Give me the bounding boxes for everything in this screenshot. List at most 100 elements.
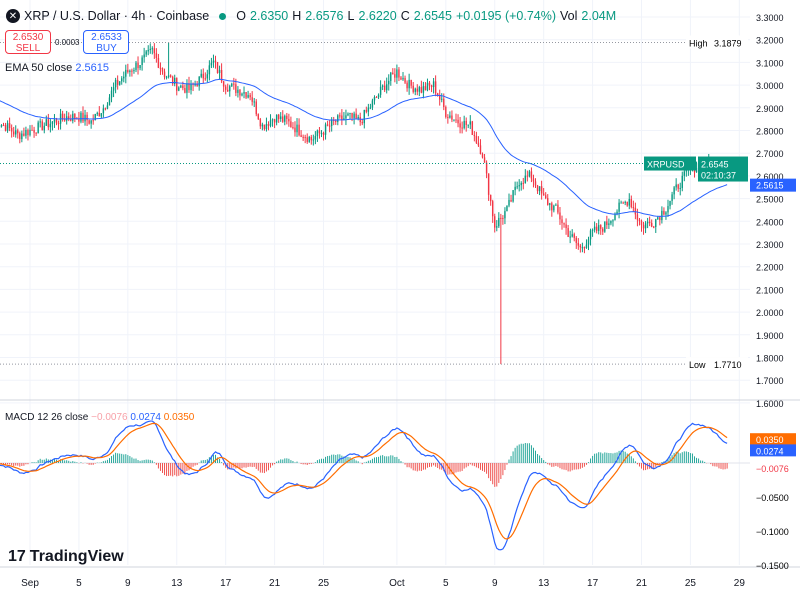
change-value: +0.0195 (+0.74%) (455, 9, 557, 23)
candle-body (634, 207, 637, 215)
candle-body (628, 199, 630, 206)
candle-body (410, 79, 412, 86)
candle-body (157, 57, 160, 68)
candle-body (361, 122, 363, 124)
candle-body (286, 115, 288, 119)
candle-body (8, 123, 11, 128)
candle-body (251, 97, 253, 102)
candle-body (436, 93, 439, 96)
candle-body (600, 225, 602, 229)
symbol-title[interactable]: XRP / U.S. Dollar · 4h · Coinbase (24, 9, 210, 23)
candle-body (290, 121, 292, 128)
sell-price: 2.6530 (12, 32, 44, 43)
candle-body (473, 134, 476, 137)
candle-body (428, 82, 431, 86)
price-tick: 2.4000 (756, 217, 784, 227)
candle-body (227, 89, 229, 92)
candle-body (100, 113, 103, 117)
candle-body (398, 69, 400, 78)
candle-body (241, 93, 243, 96)
candle-body (481, 153, 484, 158)
buy-button[interactable]: 2.6533 BUY (83, 30, 130, 54)
open-value: 2.6350 (250, 9, 289, 23)
candle-body (302, 136, 304, 138)
candle-body (74, 113, 76, 119)
candle-body (318, 130, 321, 134)
time-tick: 5 (443, 578, 449, 589)
macd-value-tag (750, 462, 796, 475)
candle-body (194, 84, 196, 86)
candle-body (426, 82, 429, 91)
candle-body (571, 234, 573, 237)
candle-body (459, 123, 461, 128)
ema-legend[interactable]: EMA 50 close 2.5615 (5, 62, 109, 74)
macd-tick: −0.1000 (756, 527, 789, 537)
candle-body (371, 100, 374, 108)
candle-body (326, 124, 329, 126)
candle-body (141, 57, 143, 66)
candle-body (414, 88, 416, 92)
candle-body (640, 221, 643, 226)
candle-body (500, 217, 502, 219)
candle-body (610, 220, 612, 224)
candle-body (549, 203, 551, 205)
candle-body (422, 86, 425, 93)
symbol-tag (644, 156, 696, 171)
candle-body (591, 229, 594, 231)
time-tick: 13 (171, 578, 183, 589)
candle-body (542, 193, 545, 196)
candle-body (508, 199, 510, 206)
candle-body (373, 97, 376, 101)
candle-body (667, 206, 669, 213)
candle-body (23, 133, 25, 136)
candle-body (84, 114, 86, 122)
price-tick: 3.3000 (756, 13, 784, 23)
candle-body (104, 108, 107, 110)
candle-body (92, 120, 94, 122)
candle-body (353, 113, 355, 118)
candle-body (602, 228, 604, 232)
candle-body (614, 214, 616, 221)
candle-body (683, 171, 686, 176)
time-tick: 13 (538, 578, 550, 589)
candle-body (310, 136, 313, 141)
candle-body (125, 69, 127, 77)
sell-button[interactable]: 2.6530 SELL (5, 30, 51, 54)
candle-body (479, 145, 482, 154)
candle-body (149, 48, 151, 50)
symbol-tag-text: XRPUSD (647, 160, 685, 170)
candle-body (606, 221, 608, 225)
candle-body (483, 157, 486, 163)
candle-body (222, 81, 225, 87)
candle-body (597, 225, 600, 231)
candle-body (165, 76, 168, 78)
candle-body (416, 88, 418, 92)
candle-body (235, 84, 237, 93)
candle-body (477, 142, 480, 146)
candle-body (345, 115, 347, 119)
candle-body (275, 114, 278, 123)
candle-body (369, 107, 372, 109)
candle-body (188, 83, 190, 91)
candle-body (630, 199, 633, 208)
candle-body (343, 118, 345, 121)
candle-body (485, 162, 488, 174)
candle-body (35, 132, 37, 134)
candle-body (206, 74, 209, 79)
candle-body (6, 123, 9, 131)
market-status-icon (219, 12, 227, 20)
candle-body (347, 113, 349, 116)
candle-body (196, 84, 198, 87)
macd-legend[interactable]: MACD 12 26 close −0.0076 0.0274 0.0350 (5, 412, 194, 423)
candle-body (94, 113, 96, 121)
candle-body (180, 85, 182, 88)
price-tick: 1.8000 (756, 354, 784, 364)
candle-body (673, 187, 675, 195)
candle-body (139, 65, 141, 69)
candle-body (642, 225, 645, 229)
candle-body (553, 205, 555, 211)
candle-body (17, 130, 19, 134)
candle-body (365, 110, 368, 112)
candle-body (498, 217, 500, 227)
